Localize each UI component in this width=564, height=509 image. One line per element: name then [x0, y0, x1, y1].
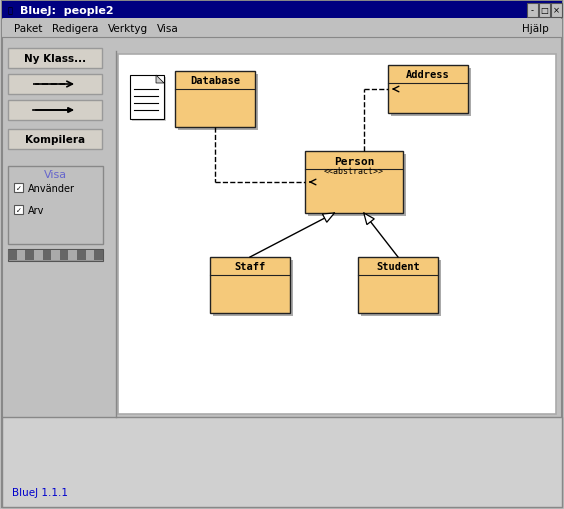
- Text: ×: ×: [553, 7, 560, 15]
- Polygon shape: [323, 214, 334, 223]
- Bar: [8, 101, 102, 121]
- Bar: [539, 4, 550, 18]
- Bar: [8, 75, 102, 95]
- Polygon shape: [364, 214, 374, 225]
- Text: <<abstract>>: <<abstract>>: [324, 167, 384, 176]
- Bar: [527, 4, 538, 18]
- Bar: [210, 258, 290, 314]
- Text: Visa: Visa: [44, 169, 67, 180]
- Bar: [308, 155, 406, 216]
- Polygon shape: [156, 76, 164, 84]
- Text: Ny Klass...: Ny Klass...: [24, 54, 86, 64]
- Text: Person: Person: [334, 157, 374, 166]
- Text: Database: Database: [190, 76, 240, 86]
- Bar: [8, 49, 102, 69]
- Bar: [16, 250, 25, 261]
- Bar: [14, 184, 23, 192]
- Text: □: □: [540, 7, 548, 15]
- Bar: [8, 249, 103, 262]
- Bar: [94, 250, 103, 261]
- Bar: [77, 250, 86, 261]
- Text: BlueJ 1.1.1: BlueJ 1.1.1: [12, 487, 68, 497]
- Text: Staff: Staff: [235, 262, 266, 271]
- Bar: [551, 4, 562, 18]
- Text: ✓: ✓: [16, 207, 22, 213]
- Text: Använder: Använder: [28, 183, 75, 193]
- Text: Paket: Paket: [14, 24, 42, 34]
- Bar: [2, 20, 562, 38]
- Text: Kompilera: Kompilera: [25, 135, 85, 145]
- Text: Verktyg: Verktyg: [108, 24, 148, 34]
- Bar: [2, 417, 562, 507]
- Bar: [42, 250, 51, 261]
- Bar: [25, 250, 34, 261]
- Text: Redigera: Redigera: [52, 24, 98, 34]
- Bar: [388, 66, 468, 114]
- Bar: [118, 55, 556, 414]
- Text: Visa: Visa: [157, 24, 179, 34]
- Text: -: -: [531, 7, 534, 15]
- Bar: [86, 250, 94, 261]
- Bar: [130, 76, 164, 120]
- Bar: [60, 250, 68, 261]
- Bar: [178, 75, 258, 131]
- Bar: [2, 2, 562, 19]
- Bar: [175, 72, 255, 128]
- Text: 🪟: 🪟: [8, 6, 13, 15]
- Text: Student: Student: [376, 262, 420, 271]
- Bar: [34, 250, 42, 261]
- Text: Hjälp: Hjälp: [522, 24, 549, 34]
- Bar: [213, 261, 293, 317]
- Bar: [51, 250, 60, 261]
- Bar: [391, 69, 471, 117]
- Bar: [358, 258, 438, 314]
- Text: Address: Address: [406, 70, 450, 80]
- Bar: [14, 206, 23, 215]
- Bar: [8, 166, 103, 244]
- Bar: [305, 152, 403, 214]
- Bar: [8, 250, 16, 261]
- Bar: [68, 250, 77, 261]
- Text: BlueJ:  people2: BlueJ: people2: [20, 6, 113, 15]
- Text: Arv: Arv: [28, 205, 45, 215]
- Text: ✓: ✓: [16, 185, 22, 191]
- Bar: [361, 261, 441, 317]
- Bar: [8, 130, 102, 150]
- Bar: [132, 78, 166, 122]
